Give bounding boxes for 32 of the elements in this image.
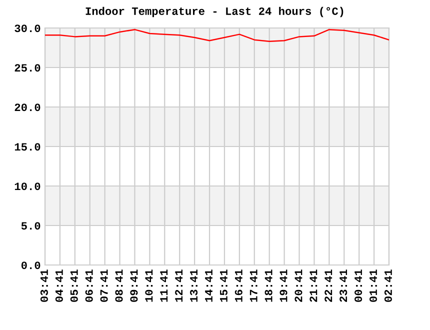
- x-tick-label: 10:41: [145, 270, 153, 302]
- x-tick-label: 12:41: [175, 270, 182, 302]
- x-tick-label: 21:41: [310, 270, 318, 302]
- y-tick-label: 0.0: [21, 262, 40, 270]
- y-tick-label: 5.0: [21, 222, 40, 230]
- x-tick-label: 14:41: [205, 270, 212, 302]
- x-tick-label: 02:41: [384, 270, 392, 302]
- x-tick-label: 04:41: [55, 270, 63, 302]
- x-tick-label: 01:41: [369, 270, 378, 302]
- y-tick-label: 10.0: [14, 182, 40, 190]
- x-tick-label: 18:41: [264, 270, 272, 302]
- x-tick-label: 15:41: [220, 270, 228, 302]
- x-tick-label: 11:41: [160, 270, 168, 302]
- x-tick-label: 17:41: [250, 270, 258, 302]
- x-tick-label: 05:41: [70, 270, 78, 302]
- x-tick-label: 23:41: [340, 270, 348, 302]
- y-tick-label: 25.0: [14, 64, 40, 72]
- x-tick-label: 13:41: [190, 270, 198, 302]
- x-tick-label: 19:41: [280, 270, 288, 302]
- x-tick-label: 06:41: [85, 270, 93, 302]
- y-tick-label: 20.0: [14, 104, 40, 112]
- chart-title: Indoor Temperature - Last 24 hours (°C): [86, 6, 344, 18]
- y-tick-label: 30.0: [14, 24, 40, 32]
- x-tick-label: 07:41: [100, 270, 108, 302]
- x-tick-label: 00:41: [354, 270, 362, 302]
- x-tick-label: 22:41: [324, 270, 332, 302]
- x-tick-label: 20:41: [294, 270, 302, 302]
- y-tick-label: 15.0: [14, 143, 40, 151]
- x-tick-label: 03:41: [40, 270, 48, 302]
- x-tick-label: 16:41: [234, 270, 242, 302]
- x-tick-label: 08:41: [115, 270, 123, 302]
- x-tick-label: 09:41: [130, 270, 138, 302]
